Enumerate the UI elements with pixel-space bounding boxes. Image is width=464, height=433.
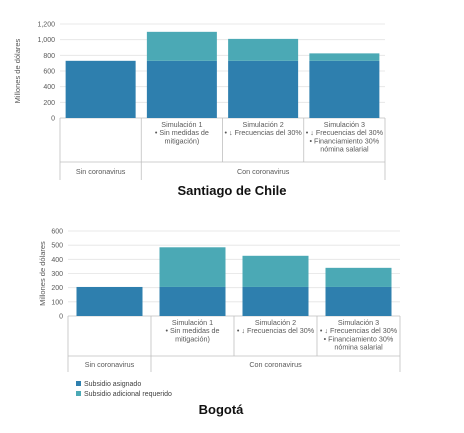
y-axis-label-santiago: Millones de dólares (13, 38, 22, 103)
legend-swatch-subsidio-asignado (76, 381, 81, 386)
x-category-label-santiago: Sin coronavirus (76, 167, 126, 176)
legend-label-subsidio-asignado: Subsidio asignado (84, 381, 141, 388)
bar-bogota-asignado-3 (325, 286, 392, 316)
bar-santiago-adicional-1 (146, 31, 217, 61)
y-tick-label-santiago: 200 (43, 100, 55, 107)
x-category-label-bogota: Simulación 1 • Sin medidas de mitigación) (165, 318, 219, 343)
y-tick-label-bogota: 500 (51, 243, 63, 250)
legend-swatch-subsidio-adicional (76, 391, 81, 396)
bar-bogota-adicional-2 (242, 255, 309, 287)
x-group-label-bogota: Con coronavirus (249, 360, 302, 369)
y-axis-label-bogota: Millones de dólares (38, 241, 47, 306)
x-group-label-santiago: Con coronavirus (237, 167, 290, 176)
y-tick-label-santiago: 1,200 (37, 22, 55, 29)
chart-santiago: 0 200 400 600 800 1,000 1,200 Millones de dólar… (13, 22, 386, 180)
bar-bogota-adicional-1 (159, 247, 226, 287)
bar-bogota-adicional-3 (325, 267, 392, 287)
legend-label-subsidio-adicional: Subsidio adicional requerido (84, 391, 172, 398)
bar-santiago-asignado-2 (228, 60, 299, 118)
y-tick-label-santiago: 400 (43, 84, 55, 91)
bar-santiago-asignado-3 (309, 60, 380, 118)
x-category-label-santiago: Simulación 1 • Sin medidas de mitigación) (155, 120, 209, 145)
x-category-label-bogota: Simulación 2 • ↓ Frecuencias del 30% (237, 318, 315, 335)
y-tick-label-bogota: 200 (51, 285, 63, 292)
y-tick-label-bogota: 0 (59, 314, 63, 321)
bar-santiago-adicional-2 (228, 38, 299, 61)
bar-bogota-asignado-2 (242, 286, 309, 316)
x-category-label-bogota: Simulación 3 • ↓ Frecuencias del 30% • Fin… (320, 318, 398, 352)
y-tick-label-bogota: 400 (51, 257, 63, 264)
bar-santiago-asignado-1 (146, 60, 217, 118)
x-category-label-santiago: Simulación 3 • ↓ Frecuencias del 30% • Fin… (306, 120, 384, 154)
bar-bogota-asignado-0 (76, 286, 143, 316)
title-santiago: Santiago de Chile (177, 183, 286, 198)
x-category-label-bogota: Sin coronavirus (85, 360, 135, 369)
bar-bogota-asignado-1 (159, 286, 226, 316)
legend: Subsidio asignado Subsidio adicional req… (76, 381, 172, 398)
y-tick-label-santiago: 0 (51, 116, 55, 123)
x-category-label-santiago: Simulación 2 • ↓ Frecuencias del 30% (225, 120, 303, 137)
y-tick-label-bogota: 100 (51, 299, 63, 306)
y-tick-label-santiago: 1,000 (37, 37, 55, 44)
y-tick-label-santiago: 600 (43, 69, 55, 76)
title-bogota: Bogotá (199, 402, 245, 417)
bar-santiago-adicional-3 (309, 53, 380, 61)
y-tick-label-santiago: 800 (43, 53, 55, 60)
y-tick-label-bogota: 300 (51, 271, 63, 278)
bar-santiago-asignado-0 (65, 60, 136, 118)
y-tick-label-bogota: 600 (51, 229, 63, 236)
chart-bogota: 0 100 200 300 400 500 600 Millones de dólares Si… (38, 229, 401, 372)
